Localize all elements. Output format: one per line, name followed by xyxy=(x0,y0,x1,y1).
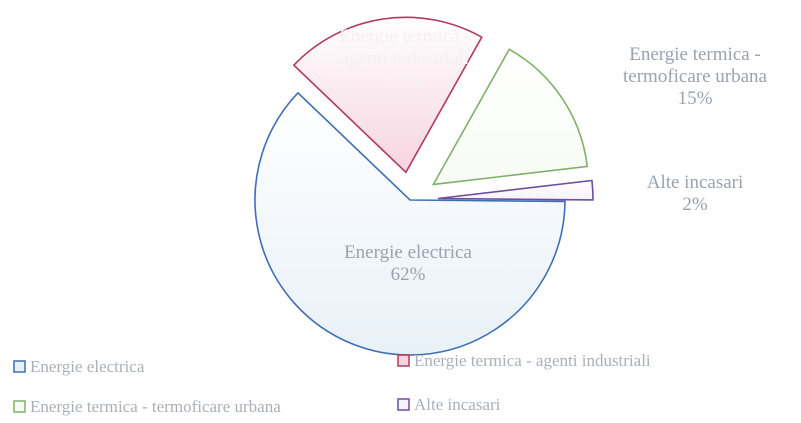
pie-slice-alte-incasari xyxy=(437,179,594,201)
pie-slice-energie-electrica xyxy=(254,91,566,356)
legend-swatch-energie-termica-termoficare-urbana xyxy=(13,400,26,413)
slice-label-energie-termica-termoficare-urbana: Energie termica -termoficare urbana 15% xyxy=(623,44,768,109)
pie-slice-energie-termica-termoficare-urbana xyxy=(431,48,589,186)
legend-swatch-alte-incasari xyxy=(397,398,410,411)
legend-swatch-energie-termica-agenti-industriali xyxy=(397,354,410,367)
slice-label-alte-incasari: Alte incasari 2% xyxy=(647,172,744,215)
legend-label-energie-termica-agenti-industriali: Energie termica - agenti industriali xyxy=(414,351,651,370)
legend-label-energie-electrica: Energie electrica xyxy=(30,357,145,376)
slice-label-energie-electrica: Energie electrica 62% xyxy=(344,242,472,285)
legend-label-alte-incasari: Alte incasari xyxy=(414,395,501,414)
legend-label-energie-termica-termoficare-urbana: Energie termica - termoficare urbana xyxy=(30,397,281,416)
slice-label-energie-termica-agenti-industriali: Energie termica -agenti industriali 21% xyxy=(339,26,471,91)
pie-slice-energie-termica-agenti-industriali xyxy=(292,16,483,174)
legend-swatch-energie-electrica xyxy=(13,360,26,373)
